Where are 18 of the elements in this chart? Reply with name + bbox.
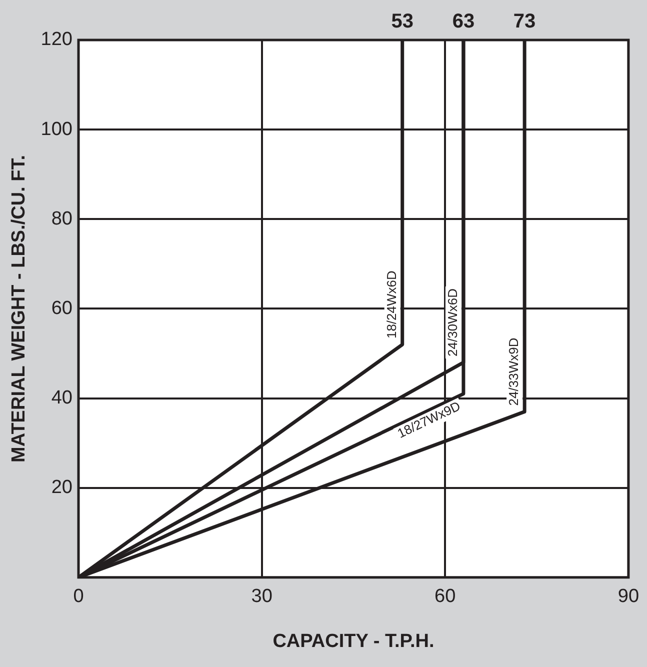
annotation: 63 — [452, 10, 475, 33]
y-tick-label: 100 — [40, 118, 72, 140]
x-tick-label: 60 — [434, 586, 456, 608]
y-axis-title: MATERIAL WEIGHT - LBS./CU. FT. — [8, 154, 30, 462]
y-tick-label: 20 — [51, 477, 72, 498]
y-tick-label: 40 — [51, 388, 72, 408]
annotation: 73 — [513, 10, 536, 33]
x-axis-title: CAPACITY - T.P.H. — [272, 630, 434, 652]
y-tick-label: 80 — [51, 208, 72, 230]
x-tick-label: 30 — [251, 586, 272, 608]
text: 24/33Wx9D — [506, 338, 522, 406]
x-tick-label: 90 — [618, 586, 640, 608]
x-tick-label: 0 — [73, 586, 84, 608]
annotation: 53 — [391, 10, 414, 33]
y-tick-label: 120 — [40, 29, 72, 50]
y-tick-label: 60 — [51, 298, 72, 319]
text: 18/24Wx6D — [384, 270, 399, 339]
text: 24/30Wx6D — [445, 288, 460, 356]
